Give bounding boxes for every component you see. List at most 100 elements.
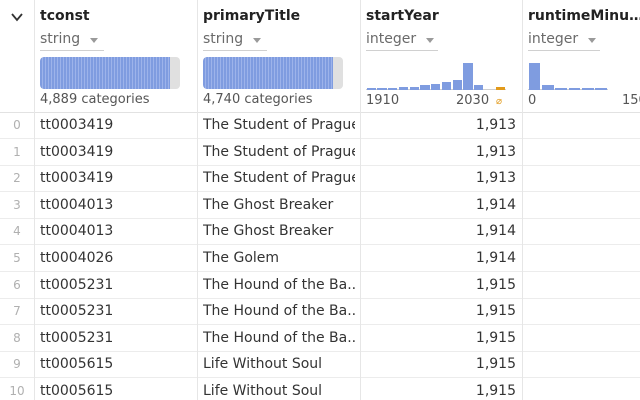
divider — [366, 50, 438, 51]
column-divider[interactable] — [522, 0, 523, 400]
type-selector[interactable]: string — [203, 31, 262, 47]
cell-primarytitle[interactable]: The Student of Prague — [203, 143, 355, 160]
cell-primarytitle[interactable]: The Hound of the Ba... — [203, 276, 355, 293]
cell-startyear[interactable]: 1,913 — [475, 143, 516, 160]
axis-min-label: 1910 — [366, 93, 400, 108]
type-label: string — [40, 31, 81, 47]
cell-primarytitle[interactable]: The Golem — [203, 250, 280, 266]
cell-tconst[interactable]: tt0005615 — [40, 356, 114, 373]
table-row[interactable]: 6 tt0005231 The Hound of the Ba... 1,915 — [0, 272, 640, 299]
table-row[interactable]: 10 tt0005615 Life Without Soul 1,915 — [0, 378, 640, 400]
cell-primarytitle[interactable]: Life Without Soul — [203, 356, 323, 373]
table-row[interactable]: 2 tt0003419 The Student of Prague 1,913 — [0, 165, 640, 193]
histogram-bar — [463, 62, 473, 90]
row-index: 6 — [13, 277, 21, 292]
histogram — [528, 50, 640, 90]
row-index: 7 — [13, 304, 21, 319]
category-count: 4,889 categories — [40, 92, 150, 107]
cell-primarytitle[interactable]: The Hound of the Ba... — [203, 329, 355, 346]
divider — [40, 50, 104, 51]
histogram-bar — [398, 87, 409, 90]
caret-down-icon — [588, 37, 597, 43]
cell-startyear[interactable]: 1,915 — [475, 383, 516, 399]
cell-startyear[interactable]: 1,914 — [475, 223, 516, 240]
table-row[interactable]: 4 tt0004013 The Ghost Breaker 1,914 — [0, 218, 640, 246]
cell-startyear[interactable]: 1,914 — [475, 250, 516, 266]
cell-primarytitle[interactable]: The Ghost Breaker — [203, 223, 334, 240]
category-fill — [203, 57, 334, 89]
histogram — [366, 50, 506, 90]
cell-tconst[interactable]: tt0005615 — [40, 383, 114, 399]
histogram-bar — [366, 88, 376, 90]
table-row[interactable]: 9 tt0005615 Life Without Soul 1,915 — [0, 351, 640, 379]
category-bar — [40, 57, 180, 89]
histogram-bar — [452, 79, 462, 90]
axis-max-label: 150 — [622, 93, 640, 108]
histogram-bar — [409, 86, 419, 90]
cell-startyear[interactable]: 1,915 — [475, 356, 516, 373]
column-header-primarytitle[interactable]: primaryTitle string 4,740 categories — [197, 0, 360, 112]
row-index: 2 — [13, 171, 21, 186]
row-index: 1 — [13, 144, 21, 159]
cell-startyear[interactable]: 1,913 — [475, 170, 516, 187]
cell-tconst[interactable]: tt0005231 — [40, 276, 114, 293]
table-row[interactable]: 8 tt0005231 The Hound of the Ba... 1,915 — [0, 325, 640, 352]
histogram-bar — [495, 87, 505, 90]
histogram-bar — [568, 88, 581, 90]
table-row[interactable]: 1 tt0003419 The Student of Prague 1,913 — [0, 139, 640, 166]
cell-tconst[interactable]: tt0004026 — [40, 250, 114, 266]
histogram-bar — [541, 84, 554, 90]
row-index: 0 — [13, 118, 21, 132]
cell-tconst[interactable]: tt0003419 — [40, 143, 114, 160]
axis-min-label: 0 — [528, 93, 537, 108]
cell-startyear[interactable]: 1,913 — [475, 117, 516, 133]
caret-down-icon — [426, 37, 435, 43]
histogram-bar — [420, 84, 430, 90]
cell-startyear[interactable]: 1,914 — [475, 196, 516, 213]
null-icon: ⌀ — [496, 96, 503, 107]
cell-primarytitle[interactable]: The Hound of the Ba... — [203, 303, 355, 320]
axis-max-label: 2030 — [456, 93, 490, 108]
column-header-tconst[interactable]: tconst string 4,889 categories — [34, 0, 197, 112]
histogram-bar — [595, 88, 607, 90]
column-header-startyear[interactable]: startYear integer 1910 2030 ⌀ — [360, 0, 522, 112]
cell-tconst[interactable]: tt0003419 — [40, 117, 114, 133]
type-label: integer — [366, 31, 417, 47]
cell-startyear[interactable]: 1,915 — [475, 276, 516, 293]
cell-startyear[interactable]: 1,915 — [475, 303, 516, 320]
cell-tconst[interactable]: tt0005231 — [40, 303, 114, 320]
cell-primarytitle[interactable]: The Student of Prague — [203, 170, 355, 187]
histogram-bar — [431, 83, 441, 90]
cell-primarytitle[interactable]: The Ghost Breaker — [203, 196, 334, 213]
category-bar — [203, 57, 343, 89]
chevron-down-icon[interactable] — [10, 10, 24, 24]
category-count: 4,740 categories — [203, 92, 313, 107]
histogram-bar — [377, 88, 387, 90]
column-divider[interactable] — [360, 0, 361, 400]
histogram-bar — [555, 88, 567, 90]
cell-tconst[interactable]: tt0004013 — [40, 196, 114, 213]
histogram-bar — [528, 62, 541, 90]
table-row[interactable]: 3 tt0004013 The Ghost Breaker 1,914 — [0, 192, 640, 219]
row-index: 4 — [13, 224, 21, 239]
cell-tconst[interactable]: tt0004013 — [40, 223, 114, 240]
cell-primarytitle[interactable]: Life Without Soul — [203, 383, 323, 399]
column-header-runtime[interactable]: runtimeMinu… integer 0 150 — [522, 0, 640, 112]
type-selector[interactable]: integer — [366, 31, 435, 47]
cell-startyear[interactable]: 1,915 — [475, 329, 516, 346]
table-row[interactable]: 7 tt0005231 The Hound of the Ba... 1,915 — [0, 298, 640, 326]
table-row[interactable]: 0 tt0003419 The Student of Prague 1,913 — [0, 112, 640, 139]
cell-primarytitle[interactable]: The Student of Prague — [203, 117, 355, 133]
histogram-bar — [474, 84, 484, 90]
type-label: string — [203, 31, 244, 47]
cell-tconst[interactable]: tt0003419 — [40, 170, 114, 187]
divider — [203, 50, 267, 51]
histogram-baseline — [528, 89, 608, 90]
cell-tconst[interactable]: tt0005231 — [40, 329, 114, 346]
type-selector[interactable]: integer — [528, 31, 597, 47]
type-selector[interactable]: string — [40, 31, 99, 47]
histogram-bar — [441, 81, 452, 90]
table-row[interactable]: 5 tt0004026 The Golem 1,914 — [0, 245, 640, 272]
grid-header: tconst string 4,889 categories primaryTi… — [0, 0, 640, 113]
row-index: 5 — [13, 251, 21, 265]
